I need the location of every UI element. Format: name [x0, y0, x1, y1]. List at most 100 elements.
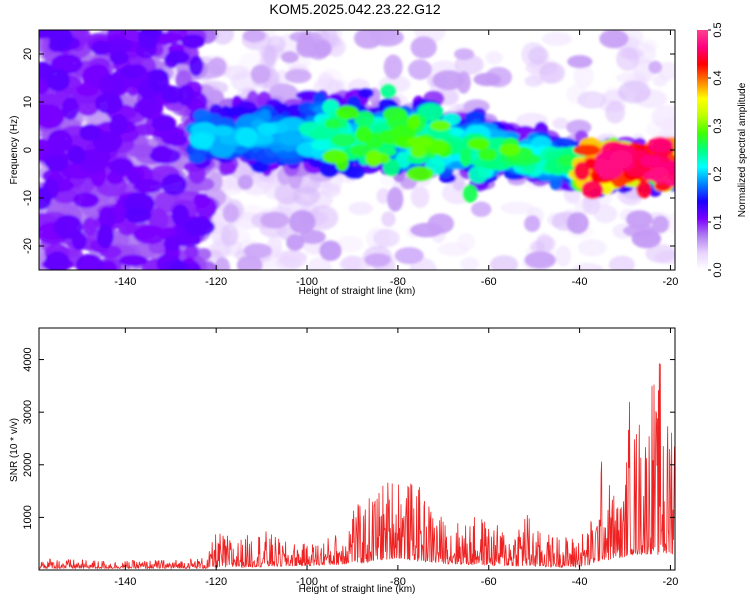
- heatmap-cell: [319, 161, 340, 178]
- heatmap-cell: [149, 148, 181, 164]
- heatmap-cell: [44, 251, 70, 270]
- heatmap-cell: [286, 234, 305, 251]
- heatmap-x-ticks: -140 -120 -100 -80 -60 -40 -20: [114, 30, 678, 288]
- heatmap-cell: [72, 192, 100, 208]
- snr-x-tick-label: -80: [390, 576, 406, 588]
- heatmap-cell: [335, 105, 359, 120]
- figure-title: KOM5.2025.042.23.22.G12: [269, 1, 440, 17]
- heatmap-cell: [408, 59, 432, 80]
- heatmap-cell: [478, 148, 497, 161]
- heatmap-cell: [260, 211, 290, 229]
- heatmap-cell: [251, 160, 270, 174]
- heatmap-cell: [539, 61, 565, 84]
- heatmap-cell: [524, 251, 556, 269]
- heatmap-cell: [566, 212, 589, 235]
- snr-y-tick-label: 1000: [22, 505, 34, 529]
- heatmap-cell: [500, 201, 534, 215]
- heatmap-cell: [49, 30, 74, 52]
- heatmap-cell: [170, 259, 186, 270]
- heatmap-cell: [430, 120, 451, 131]
- heatmap-cell: [52, 189, 79, 204]
- heatmap-cell: [92, 131, 123, 153]
- heatmap-cell: [312, 39, 332, 58]
- heatmap-cell: [355, 126, 373, 143]
- heatmap-cell: [188, 55, 204, 77]
- heatmap-cell: [224, 106, 252, 117]
- heatmap-cell: [530, 240, 545, 253]
- heatmap-cell: [410, 36, 437, 59]
- heatmap-cell: [406, 136, 433, 148]
- heatmap-cell: [118, 254, 148, 267]
- heatmap-cell: [208, 57, 227, 76]
- heatmap-cell: [148, 207, 169, 231]
- heatmap-cell: [339, 256, 371, 270]
- heatmap-cell: [645, 244, 675, 263]
- heatmap-cell: [214, 257, 231, 270]
- heatmap-cell: [119, 64, 145, 79]
- heatmap-cell: [354, 110, 375, 127]
- colorbar-tick-label: 0.1: [712, 214, 724, 229]
- heatmap-cell: [91, 40, 110, 56]
- heatmap-cell: [460, 257, 480, 270]
- heatmap-cell: [349, 144, 372, 157]
- heatmap-cell: [410, 144, 427, 158]
- snr-x-axis-title: Height of straight line (km): [299, 584, 416, 595]
- heatmap-cell: [573, 144, 601, 156]
- heatmap-cell: [357, 87, 374, 99]
- heatmap-cell: [597, 160, 623, 180]
- heatmap-cell: [184, 217, 215, 237]
- heatmap-cell: [299, 229, 326, 245]
- heatmap-cell: [459, 147, 472, 167]
- heatmap-x-tick-label: -80: [390, 276, 406, 288]
- heatmap-cell: [551, 137, 577, 148]
- heatmap-cell: [171, 204, 190, 227]
- heatmap-cell: [39, 186, 52, 211]
- heatmap-cell: [485, 51, 503, 65]
- heatmap-cell: [365, 150, 382, 167]
- heatmap-cell: [209, 141, 235, 158]
- heatmap-cell: [593, 204, 618, 224]
- heatmap-cell: [376, 188, 391, 204]
- heatmap-cell: [395, 151, 412, 169]
- snr-y-tick-label: 2000: [22, 453, 34, 477]
- heatmap-cell: [572, 263, 604, 270]
- colorbar-tick-label: 0.2: [712, 166, 724, 181]
- heatmap-cell: [307, 257, 332, 270]
- heatmap-cell: [109, 51, 129, 65]
- heatmap-cell: [467, 138, 490, 150]
- heatmap-cell: [432, 70, 465, 91]
- heatmap-cell: [117, 219, 137, 236]
- heatmap-x-tick-label: -120: [205, 276, 227, 288]
- snr-x-tick-label: -40: [572, 576, 588, 588]
- heatmap-cell: [324, 118, 341, 129]
- snr-y-ticks: 1000 2000 3000 4000: [22, 347, 675, 530]
- heatmap-y-tick-label: 0: [22, 147, 34, 153]
- heatmap-cell: [222, 203, 239, 223]
- heatmap-cell: [193, 193, 210, 208]
- heatmap-cell: [647, 136, 673, 153]
- heatmap-cell: [648, 60, 663, 74]
- heatmap-cell: [133, 225, 167, 245]
- heatmap-cell: [187, 262, 202, 270]
- snr-panel: -140 -120 -100 -80 -60 -40 -20 1000 2000 3000 400…: [9, 327, 678, 595]
- colorbar-tick-label: 0.0: [712, 262, 724, 277]
- heatmap-cell: [284, 68, 312, 84]
- heatmap-cell: [53, 214, 83, 240]
- heatmap-cell: [190, 133, 213, 150]
- heatmap-cell: [608, 255, 635, 270]
- heatmap-cell: [490, 255, 519, 270]
- heatmap-cell: [98, 206, 116, 230]
- heatmap-cell: [46, 68, 70, 92]
- heatmap-cell: [437, 242, 469, 257]
- snr-x-tick-label: -140: [114, 576, 136, 588]
- heatmap-cell: [383, 54, 403, 80]
- heatmap-cell: [75, 253, 104, 270]
- heatmap-cell: [331, 133, 356, 147]
- snr-x-tick-label: -100: [296, 576, 318, 588]
- heatmap-cell: [161, 173, 187, 196]
- heatmap-cell: [454, 48, 475, 60]
- heatmap-cell: [373, 228, 400, 248]
- heatmap-cell: [307, 205, 339, 231]
- heatmap-cell: [243, 243, 272, 259]
